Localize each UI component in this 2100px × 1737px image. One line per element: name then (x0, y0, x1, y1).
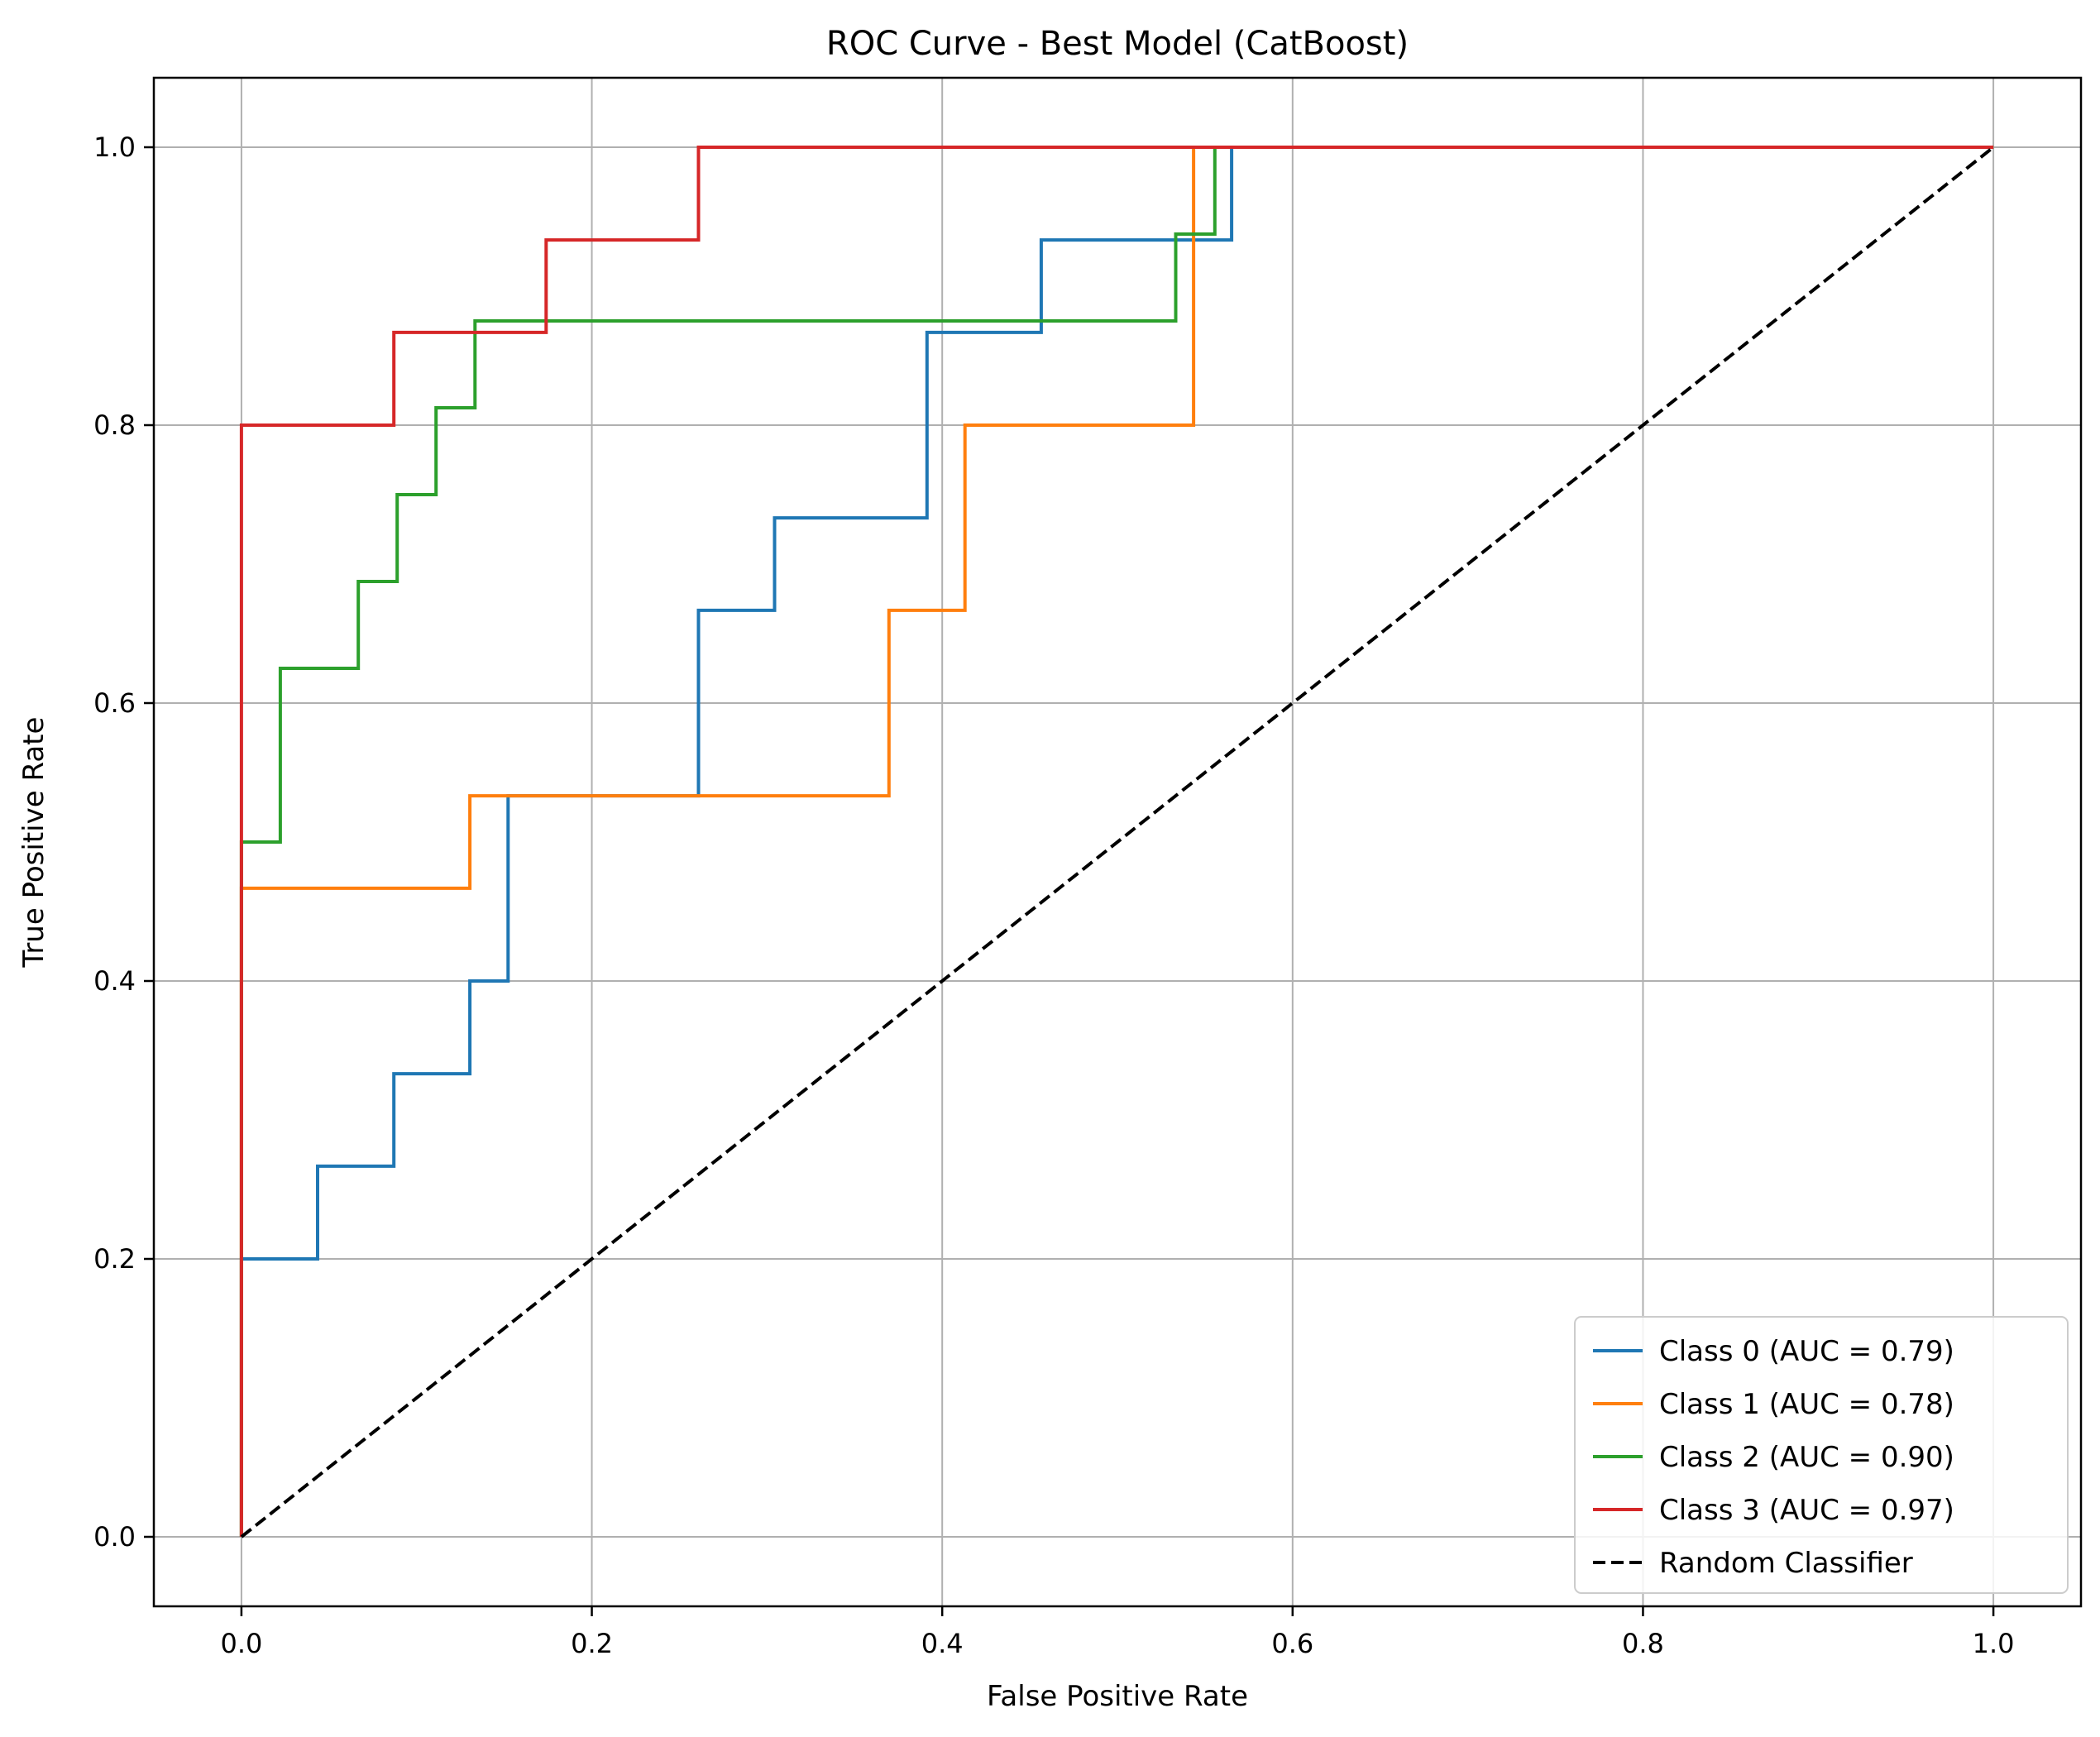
series-line-4 (240, 146, 1995, 1538)
x-tick-label: 0.2 (571, 1628, 613, 1659)
y-tick-label: 0.4 (93, 965, 136, 997)
x-tick-label: 0.0 (220, 1628, 262, 1659)
y-tick-label: 0.2 (93, 1243, 136, 1275)
legend-label-0: Class 0 (AUC = 0.79) (1659, 1335, 1954, 1368)
x-tick-label: 0.6 (1271, 1628, 1313, 1659)
y-tick-label: 1.0 (93, 132, 136, 163)
y-tick-label: 0.8 (93, 409, 136, 441)
chart-title: ROC Curve - Best Model (CatBoost) (826, 25, 1409, 63)
series-line-3 (239, 146, 1994, 1537)
legend: Class 0 (AUC = 0.79) Class 1 (AUC = 0.78)… (1574, 1316, 2069, 1594)
series-lines (239, 146, 1995, 1538)
x-tick-label: 0.4 (921, 1628, 964, 1659)
plot-frame (152, 76, 2083, 1608)
x-tick-label: 1.0 (1973, 1628, 2015, 1659)
y-tick-label: 0.0 (93, 1521, 136, 1553)
series-line-2 (239, 146, 1994, 1537)
series-line-1 (239, 146, 1994, 1537)
legend-label-3: Class 3 (AUC = 0.97) (1659, 1494, 1954, 1527)
y-axis-label: True Positive Rate (17, 717, 50, 969)
axis-ticks: 0.0 0.2 0.4 0.6 0.8 1.0 0.0 0.2 0.4 0.6 0.8 1.0 (93, 132, 2014, 1659)
x-axis-label: False Positive Rate (987, 1680, 1248, 1713)
legend-label-4: Random Classifier (1659, 1547, 1913, 1580)
x-tick-label: 0.8 (1622, 1628, 1664, 1659)
legend-box (1574, 1316, 2069, 1594)
legend-label-2: Class 2 (AUC = 0.90) (1659, 1441, 1954, 1474)
legend-label-1: Class 1 (AUC = 0.78) (1659, 1388, 1954, 1421)
y-tick-label: 0.6 (93, 687, 136, 719)
